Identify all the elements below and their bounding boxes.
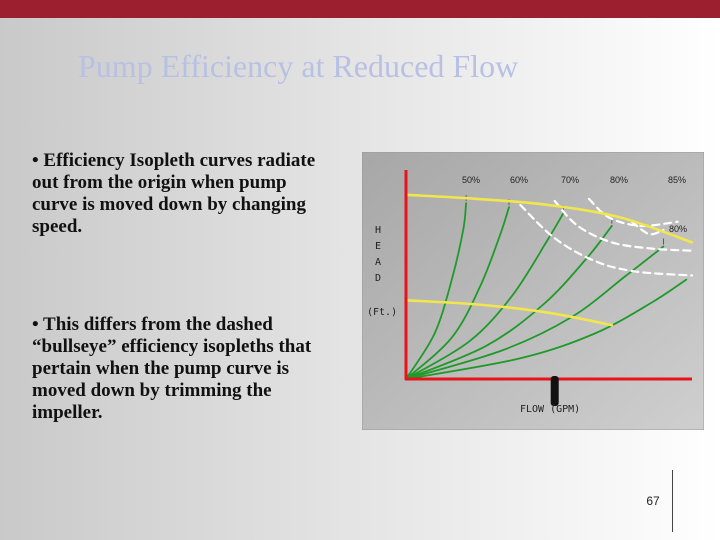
efficiency-isopleths bbox=[405, 195, 688, 380]
efficiency-label-60: 60% bbox=[510, 175, 528, 185]
efficiency-label-70: 70% bbox=[561, 175, 579, 185]
efficiency-label-50: 50% bbox=[462, 175, 480, 185]
page-number: 67 bbox=[646, 494, 660, 508]
bullet-isopleth-curves: • Efficiency Isopleth curves radiate out… bbox=[32, 150, 316, 237]
efficiency-label-80: 80% bbox=[610, 175, 628, 185]
x-axis-label: FLOW (GPM) bbox=[520, 404, 580, 415]
pump-curve-2 bbox=[404, 299, 614, 327]
pump-curve-1 bbox=[404, 193, 694, 244]
slide-title: Pump Efficiency at Reduced Flow bbox=[78, 48, 519, 84]
flow-marker bbox=[550, 376, 559, 406]
isopleth-curve-5 bbox=[405, 245, 665, 380]
isopleth-curve-1 bbox=[405, 202, 467, 380]
efficiency-labels: 50% 60% 70% 80% 85% 80% bbox=[462, 175, 687, 234]
dashed-isopleth-2 bbox=[553, 199, 694, 252]
head-letter: A bbox=[375, 257, 381, 268]
head-label: H E A D (Ft.) bbox=[367, 225, 397, 318]
isopleth-curve-2 bbox=[405, 206, 510, 380]
isopleth-curve-4 bbox=[405, 224, 613, 380]
accent-bar bbox=[0, 0, 720, 18]
head-letter: D bbox=[375, 273, 381, 284]
chart-background bbox=[362, 152, 704, 430]
page-divider bbox=[672, 470, 673, 532]
efficiency-label-85: 85% bbox=[668, 175, 686, 185]
dashed-isopleths bbox=[519, 197, 694, 277]
pump-efficiency-chart: H E A D (Ft.) FLOW (GPM) 50% 60% 70% 80%… bbox=[362, 152, 704, 430]
isopleth-curve-6 bbox=[405, 278, 688, 380]
dashed-isopleth-3 bbox=[587, 197, 679, 227]
pump-curves bbox=[404, 193, 694, 327]
head-unit: (Ft.) bbox=[367, 307, 397, 318]
isopleth-curve-3 bbox=[405, 212, 565, 380]
axes bbox=[404, 170, 692, 381]
head-letter: E bbox=[375, 241, 381, 252]
head-letter: H bbox=[375, 225, 381, 236]
dashed-isopleth-4 bbox=[630, 220, 665, 236]
bullet-bullseye-isopleths: • This differs from the dashed “bullseye… bbox=[32, 314, 312, 423]
efficiency-label-80-right: 80% bbox=[669, 224, 687, 234]
